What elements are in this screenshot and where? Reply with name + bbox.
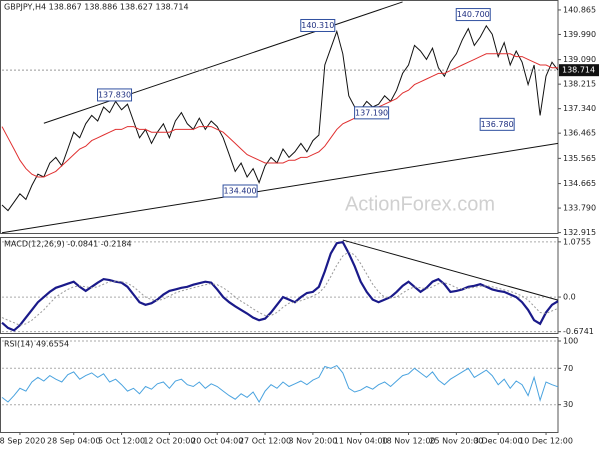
trend-line — [43, 1, 403, 124]
annotation-box — [300, 18, 336, 32]
annotation-label: 140.700 — [457, 10, 490, 19]
panel-frame — [0, 0, 559, 234]
y-tick-label: -0.6741 — [563, 327, 594, 336]
annotation-label: 137.830 — [98, 90, 131, 99]
annotation-label: 136.780 — [481, 120, 514, 129]
y-tick-label: 135.565 — [563, 154, 596, 163]
series-line — [1, 251, 559, 326]
series-line — [1, 53, 558, 178]
x-tick-label: 3 Dec 04:00 — [474, 437, 523, 446]
x-tick-label: 5 Oct 12:00 — [98, 437, 145, 446]
last-price-label: 138.714 — [562, 66, 595, 75]
y-tick-label: 139.090 — [563, 55, 596, 64]
y-tick-label: 137.340 — [563, 104, 596, 113]
x-tick-label: 11 Nov 04:00 — [334, 437, 388, 446]
x-tick-label: 20 Oct 04:00 — [191, 437, 243, 446]
annotation-box — [354, 106, 390, 120]
last-price-box — [559, 64, 599, 77]
y-tick-label: 133.790 — [563, 204, 596, 213]
annotation-box — [97, 88, 133, 102]
x-tick-label: 25 Nov 20:00 — [429, 437, 483, 446]
panel-title: RSI(14) 49.6554 — [4, 340, 69, 349]
y-tick-label: 140.865 — [563, 5, 596, 14]
y-tick-label: 30 — [563, 400, 573, 409]
y-tick-label: 132.915 — [563, 228, 596, 237]
trend-line — [342, 239, 559, 301]
series-line — [1, 364, 559, 404]
panel-title: GBPJPY,H4 138.867 138.886 138.627 138.71… — [4, 3, 189, 12]
panel-frame — [0, 337, 559, 433]
x-tick-label: 28 Sep 04:00 — [47, 437, 100, 446]
annotation-box — [455, 8, 491, 22]
annotation-box — [479, 117, 515, 131]
annotation-label: 137.190 — [355, 108, 388, 117]
y-tick-label: 138.215 — [563, 80, 596, 89]
trend-line — [1, 142, 559, 234]
series-line — [1, 240, 559, 332]
y-tick-label: 0.0 — [563, 293, 576, 302]
x-tick-label: 18 Sep 2020 — [0, 437, 45, 446]
annotation-box — [222, 184, 258, 198]
x-tick-label: 3 Nov 20:00 — [288, 437, 337, 446]
y-tick-label: 70 — [563, 364, 573, 373]
y-tick-label: 139.990 — [563, 30, 596, 39]
y-tick-label: 100 — [563, 337, 578, 346]
watermark: ActionForex.com — [345, 193, 495, 215]
series-line — [1, 24, 559, 212]
panel-frame — [0, 237, 559, 334]
y-tick-label: 136.465 — [563, 129, 596, 138]
x-tick-label: 27 Oct 12:00 — [239, 437, 291, 446]
y-tick-label: 134.665 — [563, 179, 596, 188]
annotation-label: 140.310 — [301, 21, 334, 30]
x-tick-label: 12 Oct 20:00 — [143, 437, 195, 446]
x-tick-label: 18 Nov 12:00 — [382, 437, 436, 446]
annotation-label: 134.400 — [224, 186, 257, 195]
x-tick-label: 10 Dec 12:00 — [519, 437, 573, 446]
panel-title: MACD(12,26,9) -0.0841 -0.2184 — [4, 240, 132, 249]
y-tick-label: 1.0755 — [563, 237, 591, 246]
